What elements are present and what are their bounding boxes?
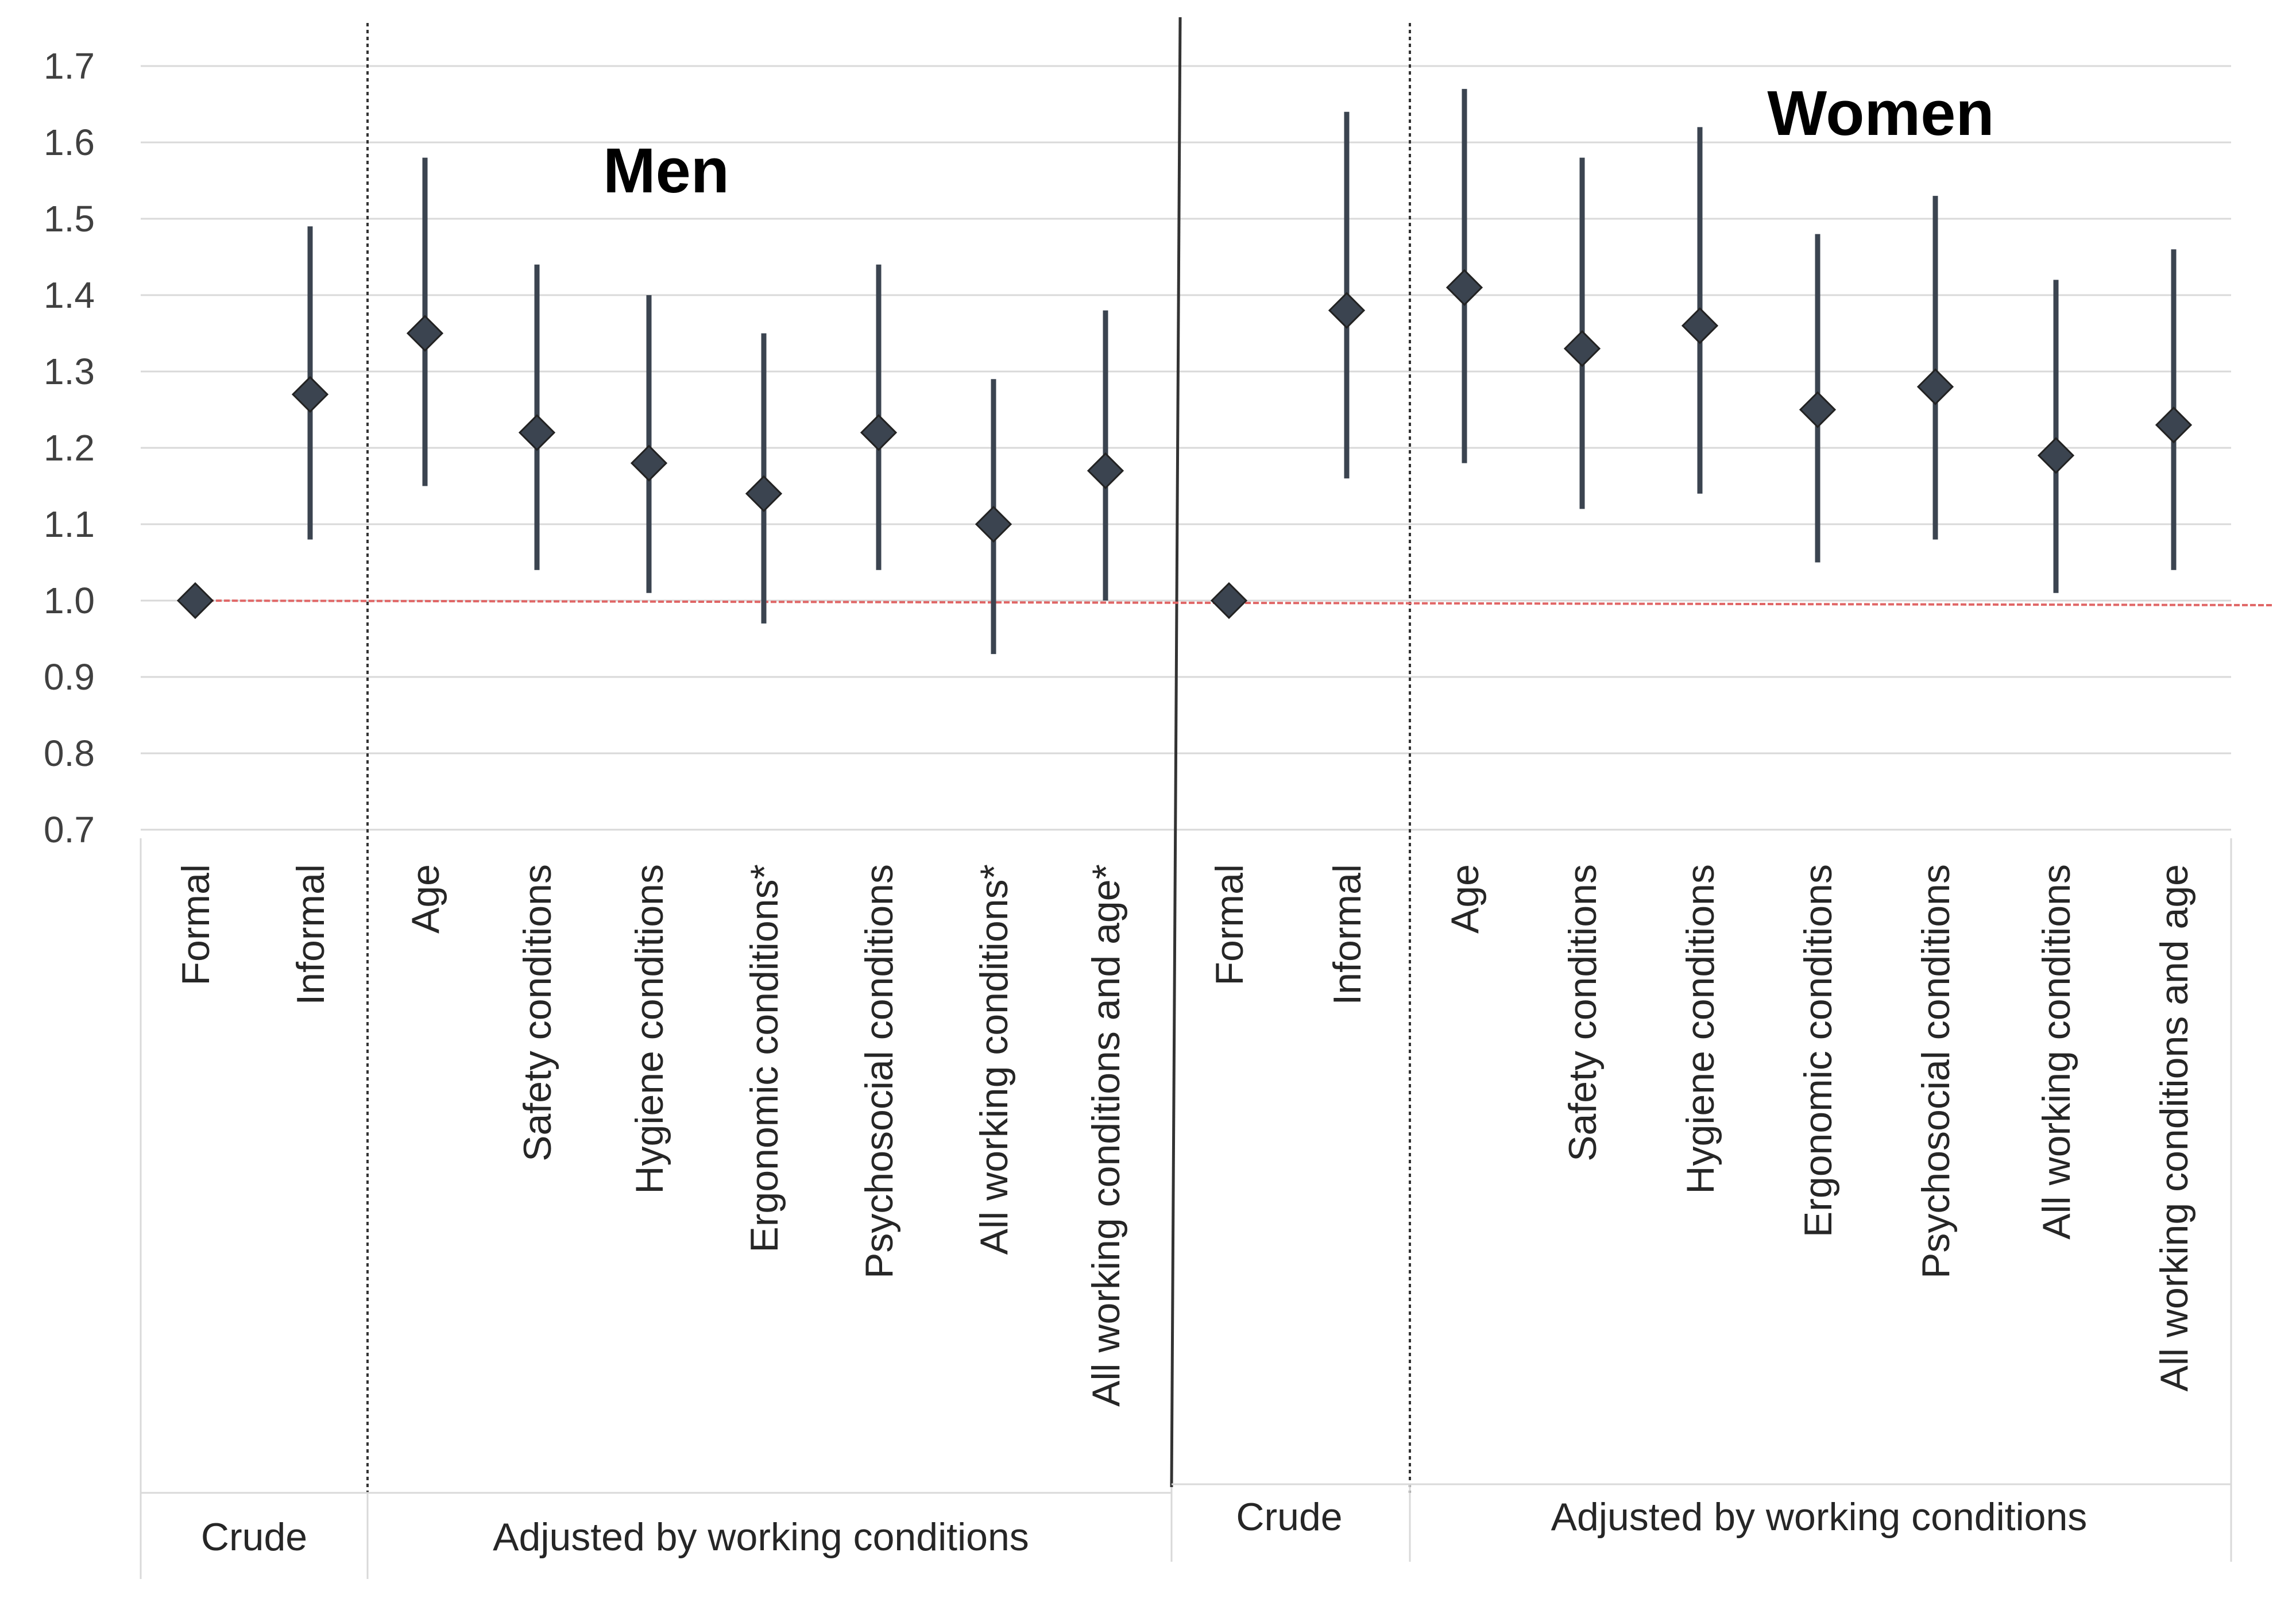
men-category-label: Informal bbox=[289, 864, 333, 1005]
women-category-label: Informal bbox=[1325, 864, 1369, 1005]
y-tick-label: 0.9 bbox=[44, 656, 95, 698]
women-category-label: All working conditions bbox=[2035, 864, 2078, 1240]
y-tick-label: 0.8 bbox=[44, 733, 95, 774]
men-point-marker bbox=[518, 414, 556, 451]
women-category-label: Age bbox=[1443, 864, 1487, 934]
men-point-marker bbox=[630, 444, 668, 482]
point-markers bbox=[176, 269, 2193, 620]
women-category-label: Psychosocial conditions bbox=[1914, 864, 1958, 1279]
men-category-label: Formal bbox=[174, 864, 218, 986]
men-category-label: All working conditions and age* bbox=[1084, 864, 1128, 1407]
panel-divider bbox=[1170, 17, 1182, 1488]
y-tick-label: 1.5 bbox=[44, 198, 95, 239]
y-tick-label: 1.6 bbox=[44, 122, 95, 163]
women-point-marker bbox=[1681, 307, 1719, 345]
y-tick-label: 1.0 bbox=[44, 580, 95, 621]
category-labels: Formal Informal Age Safety conditions Hygien… bbox=[174, 864, 2196, 1407]
y-tick-label: 1.7 bbox=[44, 45, 95, 87]
men-point-marker bbox=[745, 475, 783, 512]
y-axis-ticks: 0.7 0.8 0.9 1.0 1.1 1.2 1.3 1.4 1.5 1.6 1.7 bbox=[44, 45, 95, 850]
women-point-marker bbox=[2037, 437, 2075, 474]
men-group-label-crude: Crude bbox=[201, 1515, 307, 1559]
group-labels: Crude Adjusted by working conditions Crude… bbox=[201, 1495, 2087, 1559]
women-point-marker bbox=[1445, 269, 1483, 306]
men-point-marker bbox=[291, 376, 329, 413]
men-category-label: Age bbox=[404, 864, 447, 934]
men-point-marker bbox=[406, 315, 444, 352]
women-point-marker bbox=[1210, 582, 1248, 620]
y-tick-label: 0.7 bbox=[44, 809, 95, 850]
gridlines bbox=[141, 65, 2231, 831]
men-point-marker bbox=[176, 582, 214, 620]
men-category-label: Safety conditions bbox=[516, 864, 559, 1162]
women-category-label: Safety conditions bbox=[1561, 864, 1605, 1162]
women-point-marker bbox=[1799, 391, 1837, 428]
chart-frame bbox=[140, 17, 2232, 1579]
women-point-marker bbox=[1916, 368, 1954, 405]
y-tick-label: 1.2 bbox=[44, 427, 95, 469]
women-category-label: Hygiene conditions bbox=[1679, 864, 1722, 1194]
men-category-label: Ergonomic conditions* bbox=[743, 864, 786, 1253]
men-category-label: All working conditions* bbox=[972, 864, 1016, 1255]
women-point-marker bbox=[1328, 292, 1366, 329]
men-category-label: Psychosocial conditions bbox=[857, 864, 901, 1279]
women-point-marker bbox=[2155, 406, 2193, 444]
women-group-label-adjusted: Adjusted by working conditions bbox=[1551, 1495, 2088, 1539]
men-point-marker bbox=[860, 414, 898, 451]
y-tick-label: 1.3 bbox=[44, 351, 95, 392]
men-point-marker bbox=[1087, 452, 1124, 490]
women-point-marker bbox=[1563, 330, 1601, 367]
women-category-label: All working conditions and age bbox=[2152, 864, 2196, 1392]
women-group-label-crude: Crude bbox=[1236, 1495, 1342, 1539]
men-group-label-adjusted: Adjusted by working conditions bbox=[493, 1515, 1029, 1559]
men-category-label: Hygiene conditions bbox=[628, 864, 671, 1194]
women-category-label: Ergonomic conditions bbox=[1796, 864, 1840, 1237]
panel-title-women: Women bbox=[1767, 78, 1994, 149]
y-tick-label: 1.1 bbox=[44, 504, 95, 545]
panel-title-men: Men bbox=[603, 136, 729, 206]
men-point-marker bbox=[975, 505, 1012, 543]
women-category-label: Formal bbox=[1208, 864, 1251, 986]
y-tick-label: 1.4 bbox=[44, 274, 95, 316]
